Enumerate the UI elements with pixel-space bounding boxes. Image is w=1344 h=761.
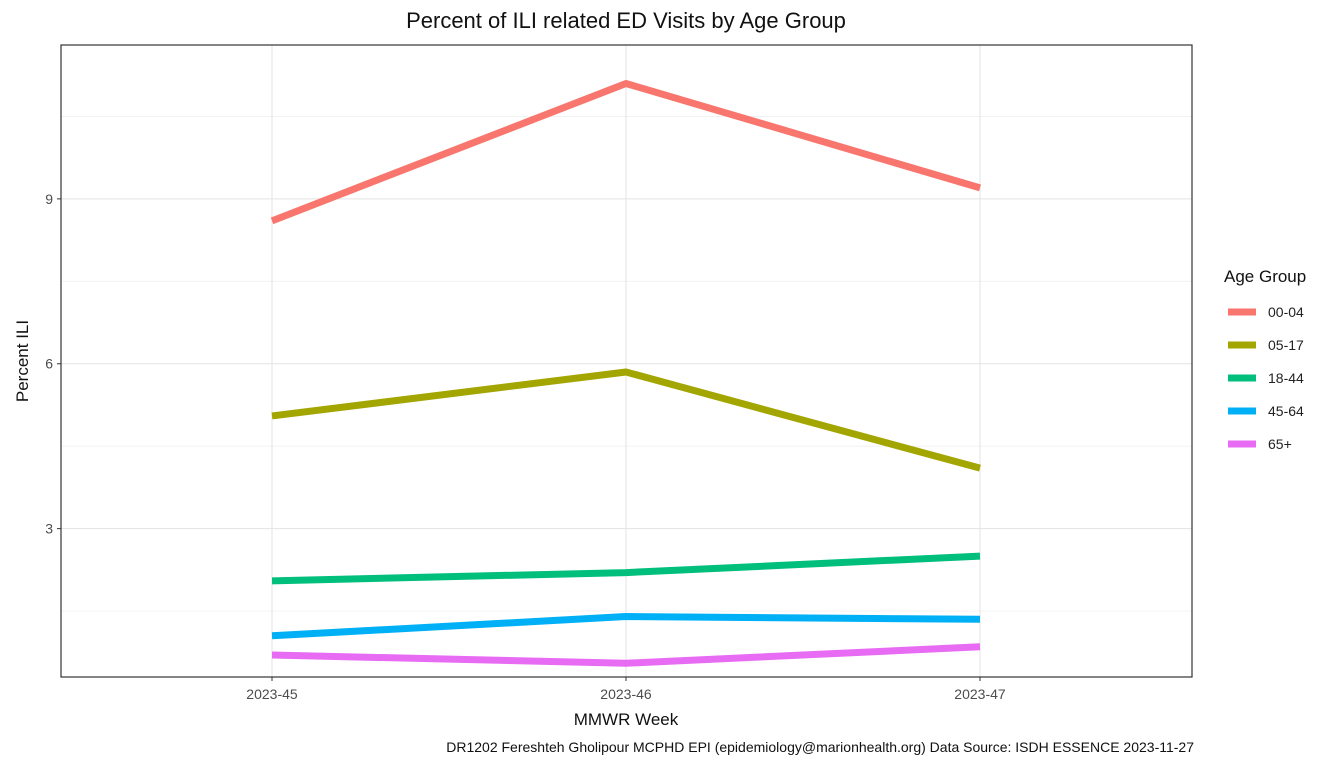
legend-label-05-17: 05-17 xyxy=(1268,337,1304,353)
legend-items: 00-04 05-17 18-44 45-64 65+ xyxy=(1228,304,1304,452)
legend-label-65+: 65+ xyxy=(1268,436,1292,452)
series-line-00-04 xyxy=(270,79,981,225)
x-tick-label: 2023-46 xyxy=(600,686,652,702)
chart-title: Percent of ILI related ED Visits by Age … xyxy=(406,8,846,33)
series-lines xyxy=(270,79,981,667)
series-line-18-44 xyxy=(271,552,981,585)
y-tick-label: 6 xyxy=(45,356,53,372)
y-axis-ticks: 3 6 9 xyxy=(45,191,61,537)
x-axis-ticks: 2023-45 2023-46 2023-47 xyxy=(246,677,1006,702)
y-axis-title: Percent ILI xyxy=(13,320,32,402)
x-tick-label: 2023-45 xyxy=(246,686,298,702)
y-tick-label: 9 xyxy=(45,191,53,207)
legend-label-45-64: 45-64 xyxy=(1268,403,1304,419)
legend: Age Group 00-04 05-17 18-44 45-64 65+ xyxy=(1224,267,1306,452)
series-line-05-17 xyxy=(271,368,981,472)
gridlines xyxy=(61,45,1192,677)
plot-panel xyxy=(60,44,1193,678)
series-line-45-64 xyxy=(271,613,981,640)
legend-label-18-44: 18-44 xyxy=(1268,370,1304,386)
series-line-65+ xyxy=(271,643,981,667)
y-tick-label: 3 xyxy=(45,521,53,537)
legend-title: Age Group xyxy=(1224,267,1306,286)
x-tick-label: 2023-47 xyxy=(954,686,1006,702)
x-axis-title: MMWR Week xyxy=(574,710,679,729)
legend-label-00-04: 00-04 xyxy=(1268,304,1304,320)
source-caption: DR1202 Fereshteh Gholipour MCPHD EPI (ep… xyxy=(446,739,1194,755)
